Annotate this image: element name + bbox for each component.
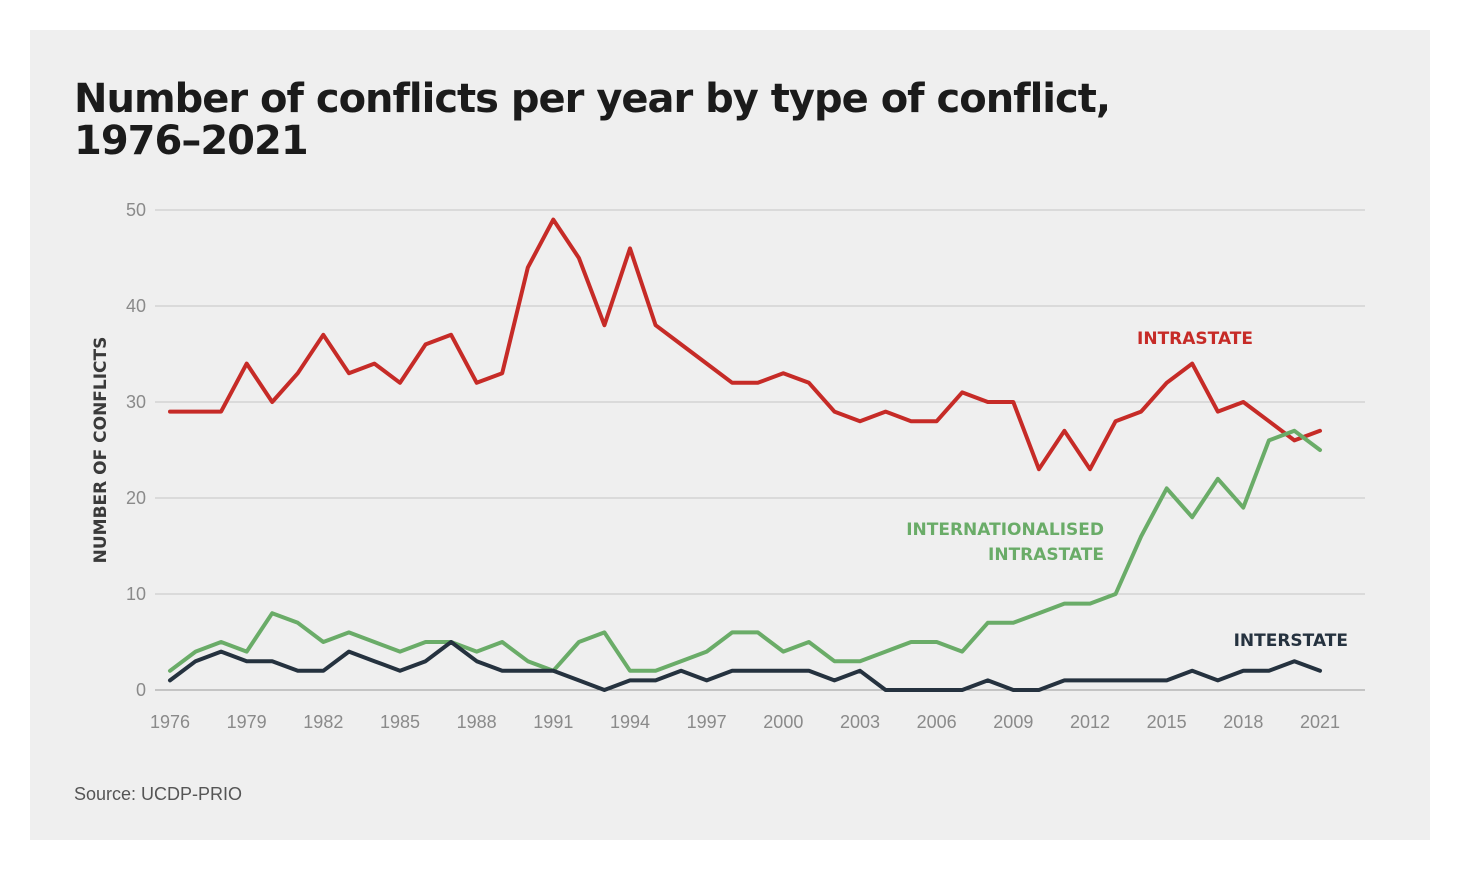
x-tick-label: 1997 [687, 712, 727, 732]
series-label-interstate: INTERSTATE [1234, 631, 1348, 651]
series-label-intrastate: INTRASTATE [1137, 329, 1253, 349]
chart-panel [30, 30, 1430, 840]
series-line-interstate [168, 640, 1322, 692]
series-label-line: INTRASTATE [988, 545, 1104, 565]
x-tick-label: 1988 [457, 712, 497, 732]
series-label-internationalised-intrastate: INTERNATIONALISED INTRASTATE [906, 520, 1104, 565]
y-axis-label: NUMBER OF CONFLICTS [91, 337, 111, 564]
series-label-line: INTERNATIONALISED [906, 520, 1104, 540]
x-tick-label: 1976 [150, 712, 190, 732]
source-note: Source: UCDP-PRIO [74, 784, 243, 804]
y-tick-label: 40 [126, 296, 146, 316]
series-label-line: INTRASTATE [1137, 329, 1253, 349]
x-tick-label: 1979 [227, 712, 267, 732]
chart-title-line-1: Number of conflicts per year by type of … [74, 76, 1111, 122]
y-tick-label: 50 [126, 200, 146, 220]
x-tick-label: 1991 [533, 712, 573, 732]
series-label-line: INTERSTATE [1234, 631, 1348, 651]
x-tick-label: 2021 [1300, 712, 1340, 732]
series-line-internationalised-intrastate [168, 428, 1322, 673]
chart-title-line-2: 1976–2021 [74, 118, 309, 164]
x-tick-label: 2012 [1070, 712, 1110, 732]
x-tick-label: 2018 [1223, 712, 1263, 732]
x-axis-ticks: 1976 1979 1982 1985 1988 1991 1994 1997 2000 2003… [150, 712, 1340, 732]
chart-title: Number of conflicts per year by type of … [74, 78, 1274, 162]
y-tick-label: 10 [126, 584, 146, 604]
x-tick-label: 2006 [917, 712, 957, 732]
x-tick-label: 1982 [303, 712, 343, 732]
y-tick-label: 30 [126, 392, 146, 412]
series-lines [168, 217, 1322, 692]
x-tick-label: 2003 [840, 712, 880, 732]
x-tick-label: 2009 [993, 712, 1033, 732]
x-tick-label: 2015 [1147, 712, 1187, 732]
y-tick-label: 0 [136, 680, 146, 700]
x-tick-label: 1994 [610, 712, 650, 732]
x-tick-label: 1985 [380, 712, 420, 732]
series-line-intrastate [168, 217, 1322, 472]
x-tick-label: 2000 [763, 712, 803, 732]
y-tick-label: 20 [126, 488, 146, 508]
gridlines [155, 209, 1365, 691]
y-axis-ticks: 0 10 20 30 40 50 [126, 200, 146, 700]
